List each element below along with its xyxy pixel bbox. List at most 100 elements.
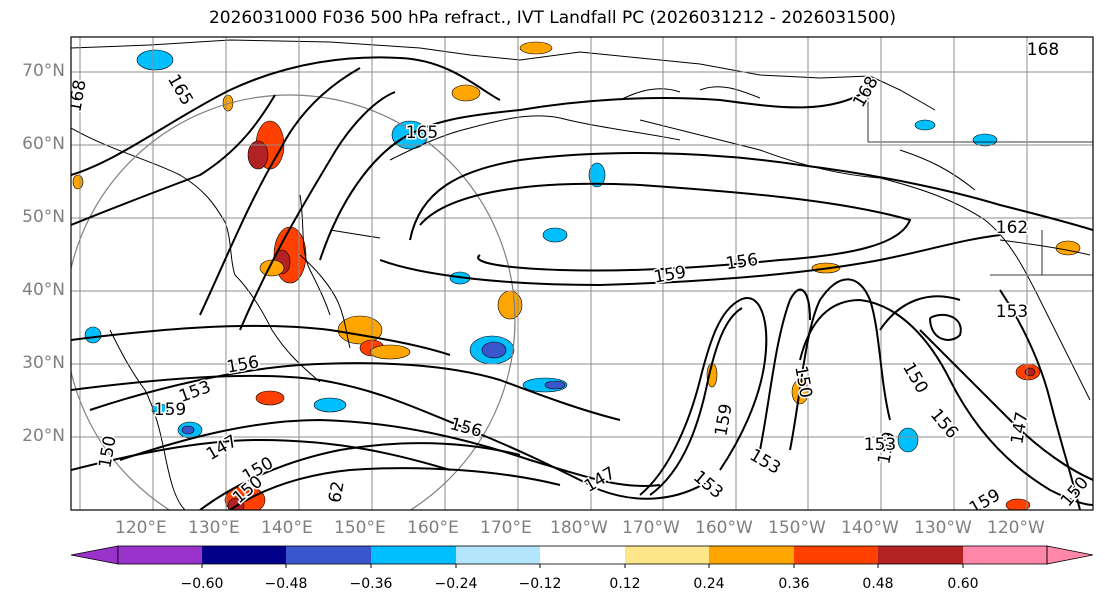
lat-label: 60°N [22, 134, 65, 154]
coastline [109, 329, 186, 510]
ivt-shaded-region [1005, 498, 1031, 510]
contour-line [199, 442, 521, 510]
coastline [899, 149, 976, 191]
ivt-shaded-region [255, 390, 285, 406]
ivt-shaded-region [542, 227, 568, 243]
ivt-shaded-region [588, 162, 606, 188]
contour-line [789, 278, 891, 451]
contour-line [119, 418, 661, 487]
ivt-shaded-region [897, 427, 919, 453]
colorbar-tick-label: 0.48 [862, 576, 894, 592]
lat-label: 30°N [22, 353, 65, 373]
lon-label: 120°E [115, 518, 167, 538]
coastline-layer [71, 39, 1093, 510]
coastline [71, 39, 936, 111]
contour-label: 165 [406, 123, 438, 143]
lon-label: 140°W [841, 518, 899, 538]
coastline [299, 194, 331, 316]
coastline [999, 239, 1091, 256]
contour-label: 62 [325, 480, 348, 505]
refractivity-contours [71, 56, 1093, 510]
colorbar-tick-label: −0.36 [349, 576, 393, 592]
coastline [389, 115, 681, 161]
ivt-shaded-region [481, 341, 507, 359]
coastline [71, 127, 321, 383]
ivt-shaded-region [1055, 240, 1081, 256]
contour-line [649, 307, 743, 496]
lon-label: 170°E [480, 518, 532, 538]
map-background [71, 37, 1093, 510]
contour-line [999, 289, 1081, 510]
graticule [71, 37, 1093, 510]
ivt-shaded-region [84, 326, 102, 344]
lon-label: 130°W [914, 518, 972, 538]
ivt-shaded-region [972, 133, 998, 147]
lat-label: 70°N [22, 61, 65, 81]
contour-line [409, 152, 1093, 241]
ivt-shaded-region [151, 403, 169, 417]
contour-line [199, 67, 361, 316]
colorbar-tick-label: 0.60 [947, 576, 979, 592]
contour-line [419, 182, 912, 272]
border-line [990, 230, 1093, 276]
ivt-shaded-region [247, 140, 269, 170]
lon-label: 170°W [622, 518, 680, 538]
map-title: 2026031000 F036 500 hPa refract., IVT La… [208, 8, 896, 28]
border-line [867, 76, 1093, 143]
ivt-shaded-region [519, 41, 553, 55]
contour-label: 162 [996, 218, 1028, 238]
lat-label: 50°N [22, 207, 65, 227]
ivt-shaded-region [914, 119, 936, 131]
ivt-shaded-region [136, 49, 174, 71]
contour-line [379, 234, 1001, 287]
ivt-shaded-region [337, 315, 383, 345]
contour-line [71, 438, 451, 471]
lon-label: 140°E [261, 518, 313, 538]
contour-line [229, 467, 561, 510]
colorbar-tick-label: −0.24 [434, 576, 478, 592]
ivt-shaded-region [544, 380, 566, 390]
contour-line [319, 89, 869, 261]
contour-label: 159 [154, 400, 186, 420]
contour-label: 153 [996, 302, 1028, 322]
contour-line [759, 288, 811, 451]
contour-line [239, 91, 396, 331]
contour-line [71, 56, 501, 176]
colorbar-tick-label: −0.12 [518, 576, 562, 592]
colorbar-tick-label: 0.12 [609, 576, 641, 592]
lon-label: 150°E [334, 518, 386, 538]
lat-label: 40°N [22, 280, 65, 300]
lon-label: 160°W [695, 518, 753, 538]
lon-label: 180°W [550, 518, 608, 538]
contour-line [639, 297, 768, 496]
ivt-shaded-region [72, 174, 84, 190]
colorbar-tick-label: −0.60 [180, 576, 224, 592]
lon-label: 130°E [188, 518, 240, 538]
contour-line [71, 374, 711, 500]
lat-label: 20°N [22, 426, 65, 446]
ivt-shaded-region [451, 84, 481, 102]
coastline [619, 88, 681, 101]
colorbar-tick-label: 0.36 [778, 576, 810, 592]
ivt-shaded-region [227, 497, 245, 510]
contour-label: 150 [790, 364, 815, 399]
contour-line [71, 324, 451, 356]
range-circle [71, 94, 516, 510]
ivt-shaded-region [369, 344, 411, 360]
contour-label: 153 [864, 435, 896, 455]
lon-label: 150°W [768, 518, 826, 538]
contour-label: 168 [1027, 40, 1059, 60]
contour-line [929, 313, 962, 341]
contour-line [799, 298, 1093, 506]
ivt-shaded-region [313, 397, 347, 413]
contour-line [71, 94, 276, 226]
coastline [299, 254, 351, 349]
lon-label: 120°W [987, 518, 1045, 538]
colorbar-tick-label: 0.24 [693, 576, 725, 592]
ivt-shaded-region [181, 425, 195, 435]
colorbar-tick-label: −0.48 [264, 576, 308, 592]
lon-label: 160°E [407, 518, 459, 538]
contour-line [89, 362, 621, 421]
coastline [699, 86, 761, 99]
